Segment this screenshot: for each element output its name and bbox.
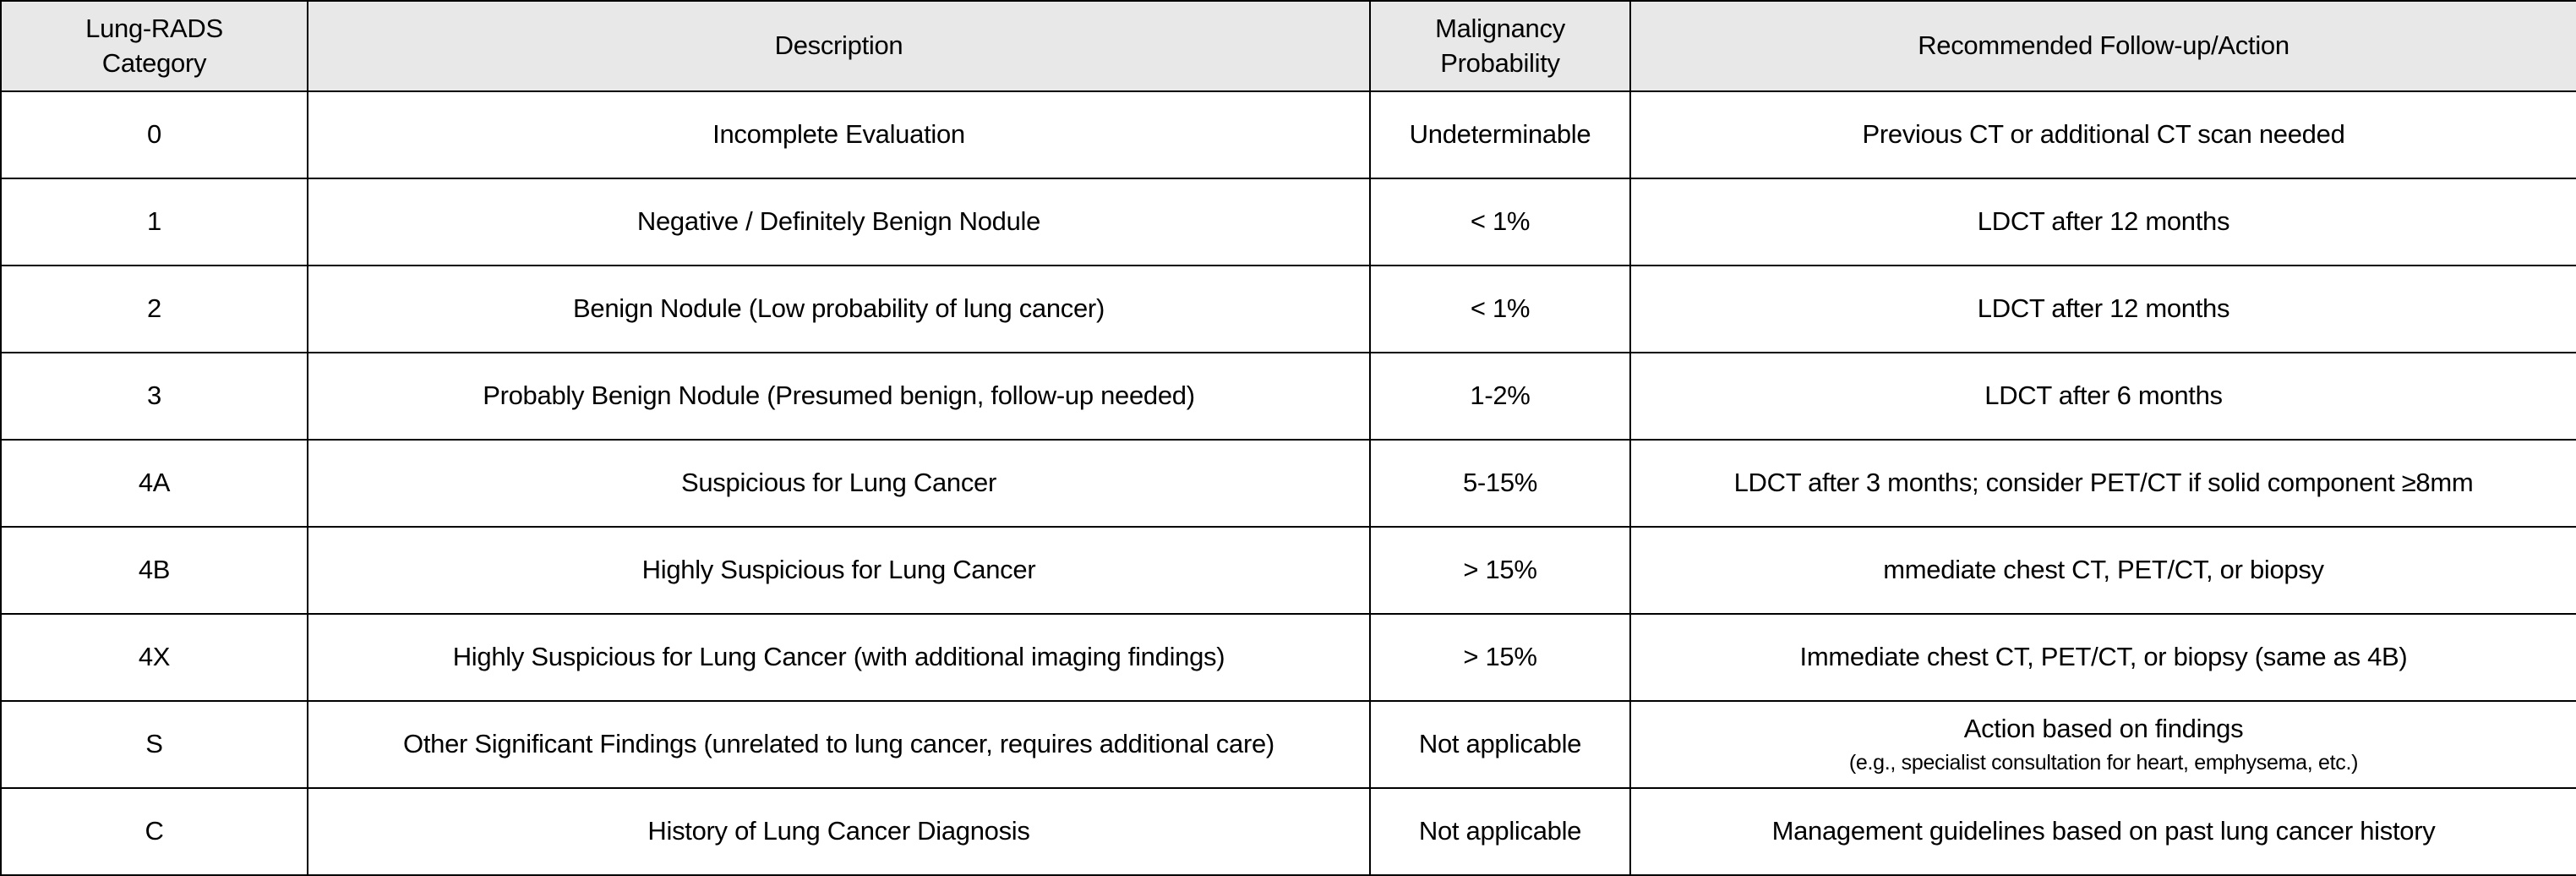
action-subtext: (e.g., specialist consultation for heart… [1848, 750, 2359, 775]
table-row: 4A Suspicious for Lung Cancer 5-15% LDCT… [0, 439, 2576, 528]
table-row: 0 Incomplete Evaluation Undeterminable P… [0, 90, 2576, 179]
description-cell: Negative / Definitely Benign Nodule [307, 178, 1371, 266]
probability-cell: Undeterminable [1369, 90, 1631, 179]
action-cell: mmediate chest CT, PET/CT, or biopsy [1629, 526, 2576, 615]
description-cell: Other Significant Findings (unrelated to… [307, 700, 1371, 789]
action-text: LDCT after 6 months [1984, 381, 2223, 411]
category-cell: 4X [0, 613, 308, 702]
probability-cell: > 15% [1369, 526, 1631, 615]
header-row: Lung-RADS Category Description Malignanc… [0, 0, 2576, 92]
action-cell: Immediate chest CT, PET/CT, or biopsy (s… [1629, 613, 2576, 702]
probability-cell: Not applicable [1369, 787, 1631, 876]
action-cell: Previous CT or additional CT scan needed [1629, 90, 2576, 179]
probability-cell: Not applicable [1369, 700, 1631, 789]
table-header: Lung-RADS Category Description Malignanc… [0, 0, 2576, 92]
description-cell: Probably Benign Nodule (Presumed benign,… [307, 352, 1371, 441]
action-cell: LDCT after 3 months; consider PET/CT if … [1629, 439, 2576, 528]
col-header-category: Lung-RADS Category [0, 0, 308, 92]
description-cell: Highly Suspicious for Lung Cancer (with … [307, 613, 1371, 702]
table-row: 4B Highly Suspicious for Lung Cancer > 1… [0, 526, 2576, 615]
action-cell: Management guidelines based on past lung… [1629, 787, 2576, 876]
category-cell: C [0, 787, 308, 876]
table-row: C History of Lung Cancer Diagnosis Not a… [0, 787, 2576, 876]
description-cell: Incomplete Evaluation [307, 90, 1371, 179]
table-row: 4X Highly Suspicious for Lung Cancer (wi… [0, 613, 2576, 702]
col-header-description: Description [307, 0, 1371, 92]
action-text: LDCT after 3 months; consider PET/CT if … [1733, 468, 2474, 498]
table-row: S Other Significant Findings (unrelated … [0, 700, 2576, 789]
action-text: Action based on findings [1963, 714, 2244, 743]
probability-cell: > 15% [1369, 613, 1631, 702]
action-text: Immediate chest CT, PET/CT, or biopsy (s… [1799, 642, 2408, 672]
action-cell: LDCT after 6 months [1629, 352, 2576, 441]
col-header-probability: Malignancy Probability [1369, 0, 1631, 92]
probability-cell: < 1% [1369, 178, 1631, 266]
description-cell: Suspicious for Lung Cancer [307, 439, 1371, 528]
description-cell: History of Lung Cancer Diagnosis [307, 787, 1371, 876]
probability-cell: < 1% [1369, 265, 1631, 353]
description-cell: Highly Suspicious for Lung Cancer [307, 526, 1371, 615]
description-cell: Benign Nodule (Low probability of lung c… [307, 265, 1371, 353]
category-cell: 2 [0, 265, 308, 353]
probability-cell: 5-15% [1369, 439, 1631, 528]
table-row: 2 Benign Nodule (Low probability of lung… [0, 265, 2576, 353]
category-cell: S [0, 700, 308, 789]
category-cell: 3 [0, 352, 308, 441]
action-text: mmediate chest CT, PET/CT, or biopsy [1883, 555, 2324, 585]
table-row: 3 Probably Benign Nodule (Presumed benig… [0, 352, 2576, 441]
col-header-action: Recommended Follow-up/Action [1629, 0, 2576, 92]
action-cell: LDCT after 12 months [1629, 265, 2576, 353]
table-body: 0 Incomplete Evaluation Undeterminable P… [0, 90, 2576, 876]
action-text: LDCT after 12 months [1977, 293, 2230, 324]
action-text: Previous CT or additional CT scan needed [1862, 119, 2345, 150]
action-text: LDCT after 12 months [1977, 206, 2230, 237]
table-row: 1 Negative / Definitely Benign Nodule < … [0, 178, 2576, 266]
action-cell: Action based on findings (e.g., speciali… [1629, 700, 2576, 789]
category-cell: 1 [0, 178, 308, 266]
action-text: Management guidelines based on past lung… [1771, 816, 2436, 846]
category-cell: 0 [0, 90, 308, 179]
category-cell: 4B [0, 526, 308, 615]
action-cell: LDCT after 12 months [1629, 178, 2576, 266]
category-cell: 4A [0, 439, 308, 528]
probability-cell: 1-2% [1369, 352, 1631, 441]
